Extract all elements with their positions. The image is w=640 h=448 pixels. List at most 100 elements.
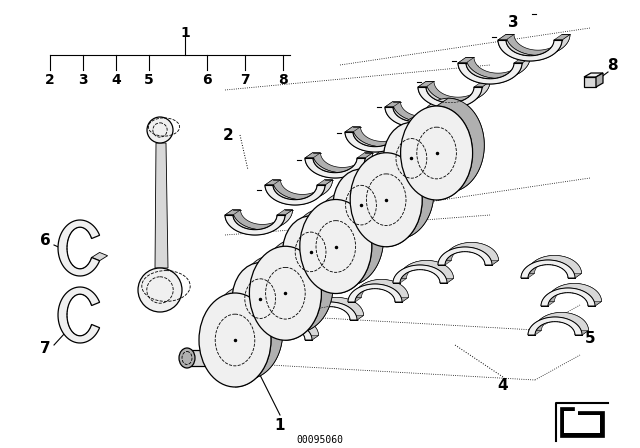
Polygon shape (264, 318, 319, 336)
Polygon shape (317, 180, 333, 185)
Ellipse shape (300, 199, 372, 293)
Polygon shape (386, 145, 434, 247)
Polygon shape (265, 180, 333, 205)
Text: 8: 8 (607, 57, 618, 73)
Polygon shape (541, 284, 602, 306)
Polygon shape (498, 34, 570, 61)
Polygon shape (348, 284, 402, 302)
Polygon shape (92, 252, 108, 261)
Polygon shape (292, 209, 349, 281)
Text: 5: 5 (144, 73, 154, 87)
Text: 3: 3 (508, 14, 518, 30)
Polygon shape (353, 127, 413, 147)
Polygon shape (262, 297, 298, 308)
Polygon shape (258, 284, 287, 308)
Polygon shape (498, 40, 562, 61)
Polygon shape (568, 273, 582, 278)
Polygon shape (277, 247, 319, 298)
Polygon shape (58, 287, 100, 343)
Polygon shape (588, 302, 602, 306)
Polygon shape (521, 273, 534, 278)
Polygon shape (361, 163, 399, 241)
Polygon shape (232, 210, 292, 230)
Polygon shape (345, 127, 360, 132)
Polygon shape (506, 34, 570, 56)
Polygon shape (357, 153, 372, 158)
Polygon shape (385, 102, 452, 127)
Polygon shape (378, 153, 420, 205)
Polygon shape (225, 210, 241, 215)
Polygon shape (260, 256, 298, 335)
Ellipse shape (250, 246, 321, 340)
Ellipse shape (350, 153, 422, 247)
Polygon shape (303, 302, 357, 320)
Polygon shape (261, 238, 333, 332)
Polygon shape (227, 293, 269, 345)
Polygon shape (392, 102, 452, 122)
Ellipse shape (401, 106, 472, 200)
Polygon shape (225, 215, 285, 235)
Polygon shape (305, 153, 372, 178)
Polygon shape (258, 322, 312, 340)
Polygon shape (258, 318, 319, 340)
Text: 7: 7 (240, 73, 250, 87)
Polygon shape (397, 127, 413, 132)
Polygon shape (344, 204, 380, 252)
Text: 3: 3 (78, 73, 88, 87)
Polygon shape (359, 190, 388, 215)
Polygon shape (327, 200, 369, 252)
Polygon shape (225, 210, 292, 235)
Polygon shape (336, 192, 383, 293)
Text: 5: 5 (585, 331, 595, 345)
Polygon shape (285, 238, 333, 340)
Polygon shape (345, 132, 405, 152)
Ellipse shape (333, 169, 389, 241)
Text: 7: 7 (40, 340, 51, 356)
Text: 1: 1 (180, 26, 190, 40)
Polygon shape (547, 284, 602, 302)
Polygon shape (418, 82, 490, 108)
Polygon shape (187, 350, 230, 366)
Polygon shape (395, 297, 408, 302)
Polygon shape (58, 220, 100, 276)
Text: 1: 1 (275, 418, 285, 432)
Ellipse shape (179, 348, 195, 368)
Polygon shape (394, 116, 449, 188)
Polygon shape (345, 127, 413, 152)
Polygon shape (155, 143, 168, 268)
Polygon shape (308, 237, 338, 262)
Polygon shape (312, 192, 383, 286)
Polygon shape (596, 73, 603, 87)
Polygon shape (438, 242, 499, 265)
Polygon shape (258, 336, 271, 340)
Ellipse shape (283, 216, 339, 288)
Text: 4: 4 (111, 73, 121, 87)
Text: 2: 2 (223, 128, 234, 142)
Ellipse shape (147, 117, 173, 143)
Polygon shape (412, 116, 449, 194)
Polygon shape (413, 156, 449, 168)
Text: 8: 8 (278, 73, 288, 87)
Polygon shape (584, 73, 603, 77)
Polygon shape (527, 255, 582, 273)
Polygon shape (313, 250, 348, 262)
Polygon shape (521, 260, 575, 278)
Text: 6: 6 (202, 73, 212, 87)
Polygon shape (244, 297, 278, 345)
Polygon shape (343, 163, 399, 234)
Polygon shape (393, 265, 447, 283)
Polygon shape (305, 336, 319, 340)
Polygon shape (362, 145, 434, 239)
Polygon shape (385, 107, 445, 127)
Polygon shape (303, 315, 317, 320)
Polygon shape (305, 158, 365, 178)
Polygon shape (355, 280, 408, 297)
Polygon shape (458, 57, 474, 63)
Polygon shape (399, 260, 454, 279)
Polygon shape (458, 63, 522, 84)
Polygon shape (554, 34, 570, 40)
Ellipse shape (138, 268, 182, 312)
Polygon shape (437, 102, 452, 107)
Text: 4: 4 (498, 378, 508, 392)
Ellipse shape (199, 293, 271, 387)
